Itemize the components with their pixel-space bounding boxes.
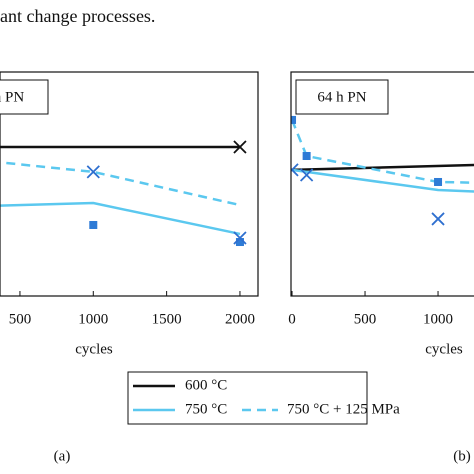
x-marker — [233, 140, 247, 154]
square-marker — [89, 220, 98, 229]
legend-label: 750 °C + 125 MPa — [287, 401, 400, 417]
x-marker — [291, 163, 299, 177]
square-marker — [235, 238, 244, 247]
panel-label: (b) — [453, 448, 471, 464]
x-tick-label: 1500 — [152, 311, 182, 327]
chart-panel: 0 500 1000 64 h PN cycles (b) — [288, 71, 474, 464]
series-line — [291, 163, 474, 172]
box-label: 64 h PN — [317, 89, 366, 105]
x-tick-label: 2000 — [225, 311, 255, 327]
legend-label: 750 °C — [185, 401, 227, 417]
series-line — [0, 201, 241, 236]
chart-panel: 500 1000 1500 2000 h PN cycles (a) — [0, 71, 259, 464]
x-axis-label: cycles — [75, 341, 113, 357]
x-marker — [299, 168, 314, 182]
legend-frame — [127, 371, 368, 425]
series-line — [291, 119, 474, 184]
square-marker — [302, 152, 311, 160]
box-label-frame — [0, 79, 49, 115]
series-line — [0, 161, 241, 207]
x-tick-label: 1000 — [423, 311, 453, 327]
x-marker — [233, 231, 247, 245]
x-tick-label: 0 — [288, 311, 296, 327]
x-axis-label: cycles — [425, 341, 463, 357]
axes-frame — [290, 71, 474, 297]
box-label-frame — [295, 79, 389, 115]
x-marker — [431, 212, 445, 226]
panel-label: (a) — [54, 448, 71, 464]
plot-area — [291, 115, 474, 226]
legend-label: 600 °C — [185, 377, 227, 393]
x-marker — [86, 165, 100, 179]
square-marker — [291, 115, 297, 124]
axes-frame — [0, 71, 259, 297]
square-marker — [434, 177, 443, 186]
caption: ant change processes. — [0, 6, 155, 26]
x-tick-label: 500 — [354, 311, 377, 327]
plot-area — [0, 140, 247, 247]
x-tick-label: 500 — [9, 311, 32, 327]
x-tick-label: 1000 — [78, 311, 108, 327]
box-label: h PN — [0, 89, 24, 105]
series-line — [291, 168, 474, 193]
